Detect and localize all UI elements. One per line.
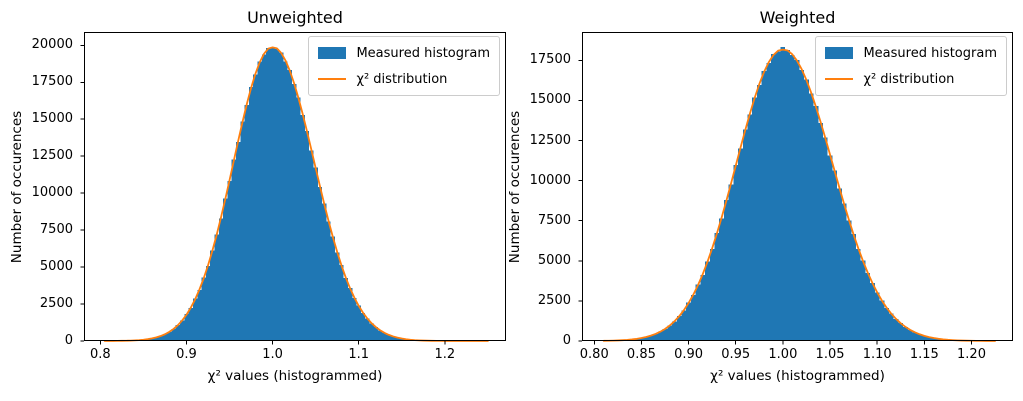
x-tick-label: 1.2 — [434, 347, 456, 362]
axes-frame — [84, 32, 506, 341]
plot-title: Unweighted — [247, 8, 343, 27]
y-tick-label: 20000 — [31, 37, 73, 53]
histogram-swatch-icon — [825, 47, 854, 59]
x-tick-label: 1.20 — [957, 347, 986, 362]
histogram-bars — [601, 46, 998, 341]
x-tick-label: 1.05 — [815, 347, 845, 362]
plot-title: Weighted — [759, 8, 836, 27]
y-tick-label: 7500 — [39, 222, 73, 238]
y-tick-label: 2500 — [39, 296, 73, 312]
x-tick-label: 0.80 — [579, 347, 609, 362]
y-tick-label: 12500 — [529, 132, 571, 148]
y-tick-label: 2500 — [537, 292, 571, 308]
x-tick-label: 1.10 — [862, 347, 892, 362]
y-tick-label: 17500 — [31, 74, 73, 90]
y-tick-label: 7500 — [537, 212, 571, 228]
y-tick-label: 0 — [562, 333, 571, 348]
y-tick-label: 0 — [64, 333, 73, 348]
legend-entry-measured-histogram: Measured histogram — [825, 44, 997, 62]
y-tick-label: 12500 — [31, 148, 73, 164]
x-tick-label: 0.9 — [176, 347, 197, 362]
legend-label: χ² distribution — [356, 71, 448, 87]
y-tick-label: 17500 — [529, 52, 571, 68]
legend: Measured histogram χ² distribution — [815, 36, 1007, 96]
x-tick-label: 0.85 — [626, 347, 656, 362]
x-axis-label: χ² values (histogrammed) — [207, 368, 383, 384]
x-tick-label: 1.0 — [262, 347, 283, 362]
chi2-line-swatch-icon — [825, 78, 854, 80]
x-tick-label: 1.00 — [768, 347, 798, 362]
legend-entry-chi2-distribution: χ² distribution — [318, 70, 490, 88]
legend-label: χ² distribution — [863, 71, 955, 87]
y-tick-label: 15000 — [529, 92, 571, 108]
x-tick-label: 1.15 — [909, 347, 939, 362]
axes-frame — [582, 32, 1013, 341]
legend-entry-measured-histogram: Measured histogram — [318, 44, 490, 62]
x-tick-label: 0.8 — [90, 347, 111, 362]
y-tick-label: 15000 — [31, 111, 73, 127]
plot-area — [578, 32, 1013, 345]
histogram-swatch-icon — [318, 47, 347, 59]
legend-label: Measured histogram — [356, 45, 490, 61]
histogram-bars — [102, 46, 491, 341]
y-tick-label: 5000 — [537, 252, 571, 268]
legend-label: Measured histogram — [863, 45, 997, 61]
plot-area — [80, 32, 506, 345]
x-axis-label: χ² values (histogrammed) — [710, 368, 885, 384]
chi2-curve — [602, 48, 996, 342]
legend-entry-chi2-distribution: χ² distribution — [825, 70, 997, 88]
legend: Measured histogram χ² distribution — [308, 36, 500, 96]
y-tick-label: 10000 — [31, 185, 73, 201]
x-tick-label: 0.90 — [674, 347, 704, 362]
y-tick-label: 10000 — [529, 172, 571, 188]
chi2-line-swatch-icon — [318, 78, 347, 80]
x-tick-label: 0.95 — [721, 347, 751, 362]
x-tick-label: 1.1 — [348, 347, 370, 362]
y-tick-label: 5000 — [39, 259, 73, 275]
